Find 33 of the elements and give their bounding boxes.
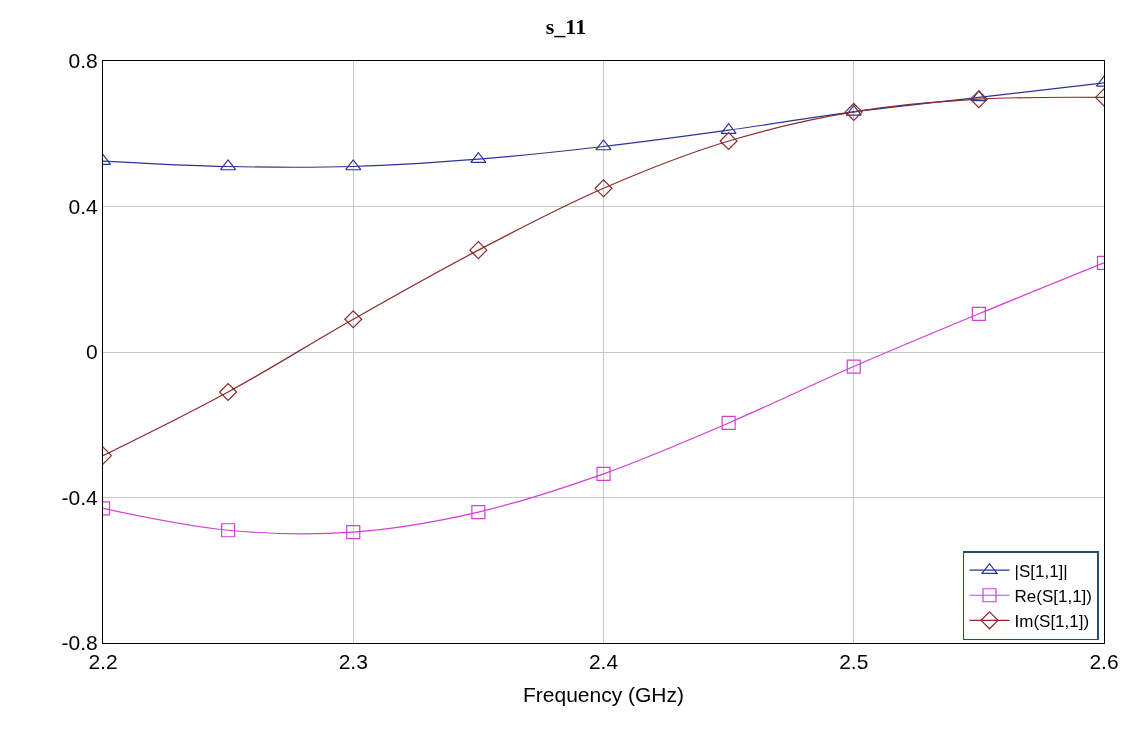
x-tick-label: 2.4	[588, 650, 619, 674]
point	[346, 524, 361, 540]
point	[844, 102, 863, 121]
point	[970, 90, 987, 102]
point	[471, 504, 486, 520]
chart-title: s_11	[545, 14, 587, 40]
point	[469, 241, 488, 260]
x-tick-label: 2.3	[338, 650, 368, 674]
point	[594, 179, 613, 198]
point	[220, 159, 237, 171]
point	[846, 359, 861, 374]
x-tick-label: 2.5	[839, 650, 869, 674]
point	[221, 523, 236, 538]
y-tick-label: -0.4	[61, 485, 99, 509]
point	[219, 382, 238, 402]
x-tick-label: 2.6	[1089, 650, 1119, 674]
point	[845, 104, 862, 116]
point	[470, 152, 487, 164]
point	[595, 139, 612, 151]
legend-label: Re(S[1,1])	[1014, 586, 1092, 606]
point	[719, 131, 738, 151]
x-axis-title: Frequency (GHz)	[522, 683, 685, 707]
point	[596, 466, 611, 481]
point	[344, 310, 363, 329]
legend-label: Im(S[1,1])	[1014, 611, 1090, 631]
point	[721, 415, 736, 431]
y-tick-label: 0	[86, 340, 98, 364]
y-tick-label: 0.8	[68, 49, 98, 73]
point	[971, 306, 986, 321]
point	[345, 159, 362, 171]
legend-label: |S[1,1]|	[1014, 561, 1068, 581]
point	[969, 90, 988, 109]
y-tick-label: 0.4	[68, 194, 99, 218]
